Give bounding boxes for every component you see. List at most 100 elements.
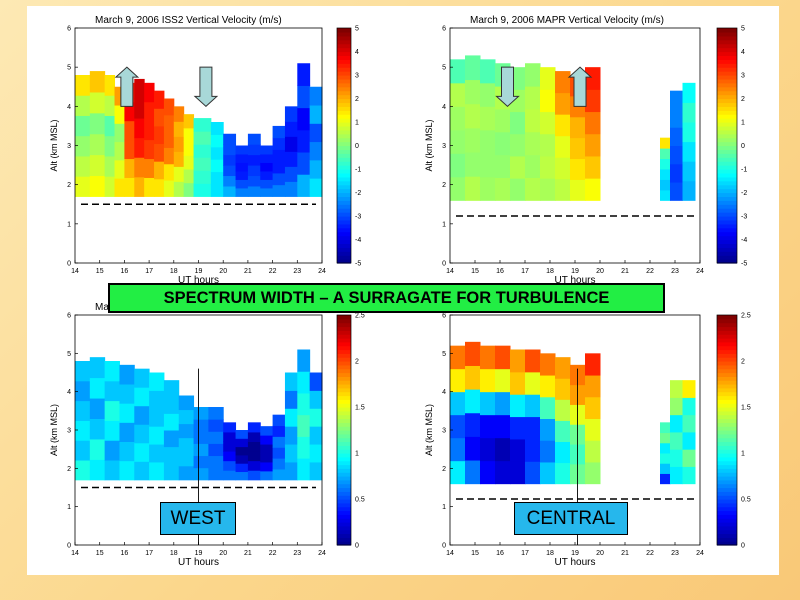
heatmap-cell [660, 148, 671, 160]
heatmap-cell [114, 141, 125, 161]
colorbar-segment [337, 499, 351, 504]
x-tick-label: 21 [244, 268, 252, 275]
heatmap-cell [272, 137, 286, 150]
heatmap-cell [682, 466, 696, 485]
heatmap-cell [247, 460, 261, 471]
colorbar-segment [717, 180, 737, 186]
heatmap-cell [178, 451, 195, 467]
heatmap-cell [235, 145, 249, 155]
colorbar-tick-label: -2 [741, 190, 747, 197]
colorbar-segment [717, 318, 737, 324]
colorbar-segment [337, 353, 351, 358]
heatmap-cell [89, 133, 106, 156]
heatmap-cell [495, 131, 511, 156]
heatmap-cell [183, 169, 195, 184]
colorbar-segment [337, 430, 351, 435]
colorbar-segment [337, 445, 351, 450]
heatmap-cell [163, 413, 180, 431]
colorbar-segment [717, 395, 737, 400]
heatmap-cell [510, 178, 526, 201]
colorbar-segment [717, 235, 737, 241]
heatmap-cell [309, 372, 323, 391]
chart-mapr-vv: March 9, 2006 MAPR Vertical Velocity (m/… [424, 15, 747, 286]
colorbar-segment [337, 426, 351, 431]
heatmap-cell [510, 111, 526, 135]
y-tick-label: 4 [442, 389, 446, 396]
heatmap-cell [260, 453, 274, 463]
heatmap-cell [104, 420, 120, 441]
heatmap-cell [178, 395, 195, 411]
colorbar-tick-label: 2 [741, 359, 745, 366]
heatmap-cell [235, 187, 249, 197]
heatmap-cell [260, 153, 274, 163]
heatmap-cell [465, 365, 481, 390]
heatmap-cell [134, 405, 150, 425]
colorbar-segment [337, 376, 351, 381]
heatmap-cell [480, 129, 496, 154]
y-tick-label: 5 [442, 351, 446, 358]
heatmap-cell [555, 92, 571, 115]
heatmap-cell [297, 458, 311, 481]
heatmap-cell [540, 178, 556, 201]
heatmap-cell [183, 127, 195, 143]
heatmap-cell [223, 165, 237, 177]
x-tick-label: 19 [571, 268, 579, 275]
colorbar-tick-label: 2.5 [741, 313, 751, 320]
heatmap-cell [154, 161, 165, 180]
heatmap-cell [297, 107, 311, 131]
colorbar-segment [337, 200, 351, 205]
colorbar-segment [337, 502, 351, 508]
colorbar-tick-label: 1 [355, 451, 359, 458]
colorbar-segment [717, 192, 737, 198]
heatmap-cell [540, 418, 556, 441]
colorbar-segment [717, 216, 737, 221]
colorbar-segment [337, 204, 351, 209]
heatmap-cell [154, 90, 165, 109]
west-label: WEST [160, 502, 236, 535]
colorbar-segment [717, 184, 737, 190]
colorbar-segment [717, 51, 737, 57]
heatmap-cell [297, 129, 311, 153]
heatmap-cell [670, 414, 683, 433]
heatmap-cell [75, 400, 91, 421]
colorbar-segment [337, 82, 351, 88]
heatmap-cell [235, 446, 249, 456]
colorbar-segment [717, 239, 737, 245]
heatmap-cell [223, 133, 237, 145]
heatmap-cell [104, 440, 120, 461]
heatmap-cell [134, 78, 145, 99]
y-axis-label: Alt (km MSL) [49, 119, 59, 171]
heatmap-cell [134, 118, 145, 139]
heatmap-cell [183, 155, 195, 170]
x-tick-label: 16 [496, 268, 504, 275]
colorbar-segment [337, 361, 351, 366]
colorbar-segment [337, 149, 351, 154]
x-tick-label: 17 [521, 550, 529, 557]
heatmap-cell [149, 426, 165, 445]
heatmap-cell [480, 106, 496, 131]
colorbar-segment [337, 145, 351, 151]
heatmap-cell [682, 431, 696, 450]
heatmap-cell [178, 465, 195, 481]
y-tick-label: 1 [67, 504, 71, 511]
colorbar-segment [717, 39, 737, 45]
heatmap-cell [660, 189, 671, 201]
y-tick-label: 0 [67, 261, 71, 268]
heatmap-cell [540, 396, 556, 419]
heatmap-cell [660, 432, 671, 444]
heatmap-cell [465, 79, 481, 105]
heatmap-cell [450, 153, 466, 178]
y-tick-label: 5 [67, 65, 71, 72]
heatmap-cell [660, 453, 671, 464]
colorbar-segment [717, 483, 737, 489]
heatmap-cell [183, 182, 195, 197]
colorbar-segment [337, 384, 351, 389]
colorbar-segment [717, 122, 737, 127]
colorbar-segment [337, 78, 351, 84]
heatmap-cells [75, 63, 323, 197]
x-tick-label: 22 [269, 550, 277, 557]
colorbar-segment [337, 449, 351, 454]
heatmap-cell [309, 159, 323, 179]
heatmap-cell [173, 151, 185, 167]
heatmap-cell [284, 136, 298, 152]
